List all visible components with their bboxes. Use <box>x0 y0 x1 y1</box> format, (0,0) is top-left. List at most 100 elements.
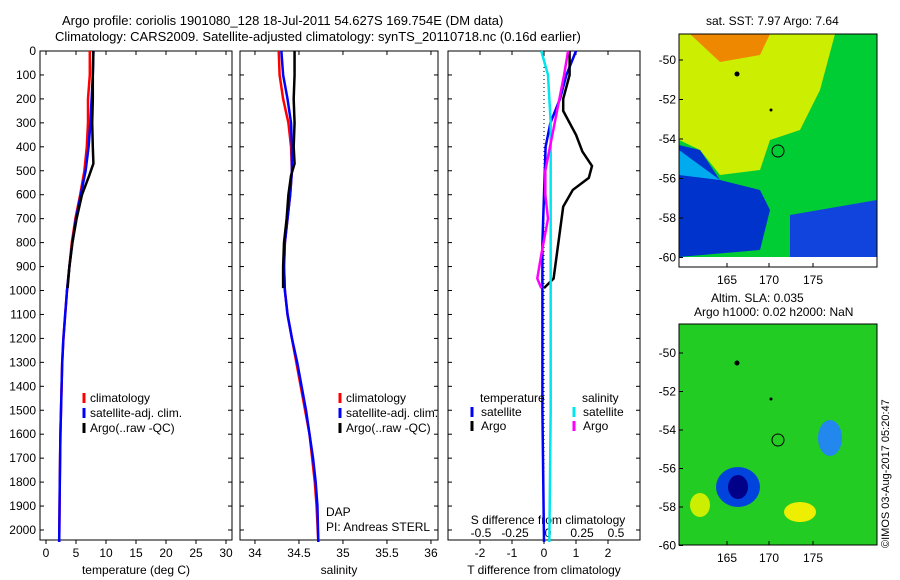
x-tick-label: 34 <box>248 546 262 560</box>
y-tick-label: 1400 <box>9 379 36 393</box>
low-sla <box>818 420 842 456</box>
x-tick-label: 0 <box>541 546 548 560</box>
x-tick-label: 2 <box>605 546 612 560</box>
figure-title-line2: Climatology: CARS2009. Satellite-adjuste… <box>55 29 581 44</box>
x-tick-label: -1 <box>507 546 518 560</box>
x-tick-label: 25 <box>189 546 203 560</box>
legend-label: Argo <box>583 419 609 433</box>
high-sla <box>690 493 710 517</box>
legend-label: Argo(..raw -QC) <box>90 421 175 435</box>
y-tick-label: 1800 <box>9 475 36 489</box>
legend-label: climatology <box>346 391 406 405</box>
lat-tick-label: -54 <box>659 132 677 146</box>
y-tick-label: 1700 <box>9 451 36 465</box>
x-axis-label: T difference from climatology <box>467 563 621 577</box>
y-tick-label: 200 <box>16 92 36 106</box>
y-tick-label: 900 <box>16 260 36 274</box>
pi-label: PI: Andreas STERL <box>326 520 430 534</box>
argo-location-marker <box>771 144 785 158</box>
lat-tick-label: -54 <box>659 423 677 437</box>
lat-tick-label: -60 <box>659 539 677 553</box>
lon-tick-label: 175 <box>803 273 823 287</box>
x-tick-label: 0 <box>43 546 50 560</box>
y-tick-label: 300 <box>16 116 36 130</box>
sla-map-title1: Altim. SLA: 0.035 <box>711 291 804 305</box>
lat-tick-label: -58 <box>659 500 677 514</box>
series-satellite-adj-clim- <box>280 50 320 543</box>
lon-tick-label: 165 <box>717 273 737 287</box>
high-sla <box>784 502 816 522</box>
series-s-argo <box>535 50 570 289</box>
s-tick-label: -0.25 <box>501 526 529 540</box>
x-tick-label: 35 <box>336 546 350 560</box>
y-tick-label: 1500 <box>9 403 36 417</box>
x-axis-label: salinity <box>321 563 358 577</box>
series-climatology <box>57 51 92 542</box>
y-tick-label: 700 <box>16 212 36 226</box>
hot-region <box>690 34 770 62</box>
y-tick-label: 1200 <box>9 331 36 345</box>
series-argo-raw-qc- <box>281 51 296 289</box>
y-tick-label: 1100 <box>10 307 36 321</box>
lon-tick-label: 175 <box>803 551 823 565</box>
y-tick-label: 2000 <box>9 523 36 537</box>
float-track-marker <box>734 360 740 366</box>
map-frame <box>678 323 878 546</box>
credit-text: ©IMOS 03-Aug-2017 05:20:47 <box>880 399 892 548</box>
x-tick-label: 20 <box>159 546 173 560</box>
map-frame <box>678 33 878 268</box>
y-tick-label: 600 <box>16 188 36 202</box>
lon-tick-label: 170 <box>759 551 779 565</box>
y-tick-label: 800 <box>16 236 36 250</box>
x-tick-label: 5 <box>73 546 80 560</box>
y-tick-label: 0 <box>29 44 36 58</box>
legend-label: satellite <box>583 405 624 419</box>
plot-frame-salinity <box>239 50 439 541</box>
sst-map-title: sat. SST: 7.97 Argo: 7.64 <box>706 14 839 28</box>
x-tick-label: -2 <box>475 546 486 560</box>
float-track-marker <box>769 397 773 401</box>
lat-tick-label: -50 <box>659 346 677 360</box>
legend-label: climatology <box>90 391 150 405</box>
lat-tick-label: -50 <box>659 53 677 67</box>
x-tick-label: 35.5 <box>375 546 399 560</box>
argo-location-marker <box>771 433 785 447</box>
lat-tick-label: -56 <box>659 462 677 476</box>
legend-title: temperature <box>480 391 545 405</box>
x-tick-label: 1 <box>573 546 580 560</box>
y-tick-label: 1000 <box>9 284 36 298</box>
low-sla-core <box>728 475 748 499</box>
sla-map-title2: Argo h1000: 0.02 h2000: NaN <box>694 305 854 319</box>
sla-map <box>678 323 878 546</box>
plot-frame-temperature <box>39 50 233 541</box>
s-tick-label: 0.25 <box>570 526 594 540</box>
legend-label: Argo(..raw -QC) <box>346 421 431 435</box>
sst-map <box>678 33 878 268</box>
lat-tick-label: -60 <box>659 251 677 265</box>
x-tick-label: 10 <box>99 546 113 560</box>
series-s-satellite <box>540 50 552 542</box>
no-data <box>679 257 877 267</box>
figure-title-line1: Argo profile: coriolis 1901080_128 18-Ju… <box>62 13 504 28</box>
legend-label: Argo <box>481 419 507 433</box>
lat-tick-label: -52 <box>659 93 677 107</box>
s-tick-label: 0.5 <box>608 526 625 540</box>
series-t-argo <box>543 51 594 289</box>
x-axis-label: temperature (deg C) <box>82 563 190 577</box>
s-tick-label: -0.5 <box>471 526 492 540</box>
lat-tick-label: -58 <box>659 211 677 225</box>
x-tick-label: 34.5 <box>287 546 311 560</box>
y-tick-label: 1600 <box>9 427 36 441</box>
legend-label: satellite-adj. clim. <box>90 406 182 420</box>
x-tick-label: 30 <box>219 546 233 560</box>
lat-tick-label: -52 <box>659 385 677 399</box>
lon-tick-label: 165 <box>717 551 737 565</box>
y-tick-label: 1300 <box>9 355 36 369</box>
x-tick-label: 15 <box>129 546 143 560</box>
y-tick-label: 100 <box>16 68 36 82</box>
s-tick-label: 0 <box>545 526 552 540</box>
series-argo-raw-qc- <box>66 50 95 289</box>
legend-title: salinity <box>582 391 619 405</box>
